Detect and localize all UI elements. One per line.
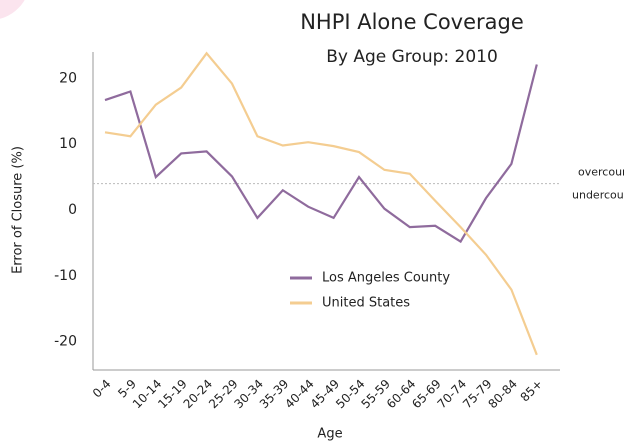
decoration: [0, 0, 25, 19]
x-tick-label: 80-84: [485, 377, 520, 412]
x-axis-label: Age: [317, 427, 342, 442]
series-line: [104, 64, 538, 244]
chart-title: NHPI Alone Coverage: [300, 10, 524, 34]
legend-label: Los Angeles County: [322, 271, 450, 286]
y-tick-label: -10: [54, 268, 77, 284]
reference-label: undercount: [572, 189, 624, 202]
series-line: [104, 51, 538, 356]
y-tick-label: 0: [68, 202, 77, 218]
x-tick-label: 85+: [518, 377, 546, 405]
y-tick-label: -20: [54, 334, 77, 350]
x-tick-label: 0-4: [90, 377, 114, 401]
y-tick-label: 20: [59, 70, 77, 86]
reference-label: overcount: [578, 166, 624, 179]
legend-label: United States: [322, 296, 410, 311]
y-tick-label: 10: [59, 136, 77, 152]
y-axis-label: Error of Closure (%): [11, 146, 26, 274]
chart-subtitle: By Age Group: 2010: [326, 47, 498, 67]
